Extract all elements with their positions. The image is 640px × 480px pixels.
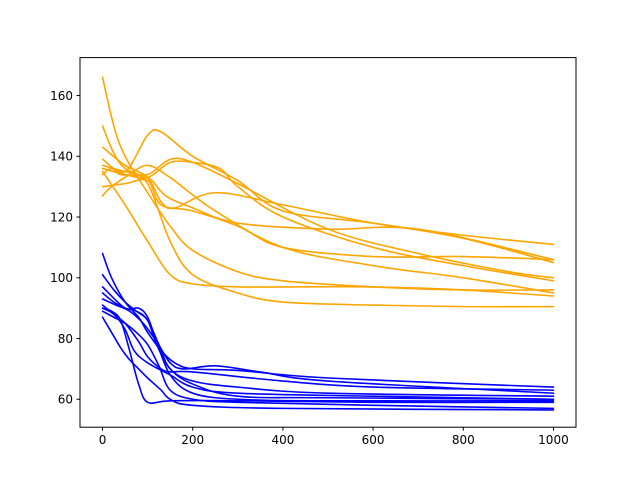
series-line-18 xyxy=(101,307,555,405)
series-line-2 xyxy=(101,125,555,308)
x-tick-label: 0 xyxy=(99,433,107,447)
x-axis: 0 200 400 600 800 1000 xyxy=(99,427,569,447)
y-tick-label: 160 xyxy=(50,89,73,103)
x-tick-label: 400 xyxy=(271,433,294,447)
series-line-5 xyxy=(101,157,555,279)
x-tick-label: 600 xyxy=(362,433,385,447)
series-layer xyxy=(101,76,555,411)
y-tick-label: 60 xyxy=(58,393,73,407)
series-line-15 xyxy=(101,298,555,394)
series-line-17 xyxy=(101,307,555,401)
x-tick-label: 200 xyxy=(181,433,204,447)
series-line-10 xyxy=(101,170,555,297)
y-tick-label: 100 xyxy=(50,271,73,285)
series-line-19 xyxy=(101,310,555,410)
plot-frame xyxy=(79,57,577,428)
series-line-8 xyxy=(101,178,555,261)
y-tick-label: 80 xyxy=(58,332,73,346)
y-axis: 60 80 100 120 140 160 xyxy=(50,89,80,407)
series-line-20 xyxy=(101,316,555,411)
series-line-14 xyxy=(101,292,555,401)
series-line-6 xyxy=(101,160,555,282)
series-line-7 xyxy=(101,167,555,261)
x-tick-label: 800 xyxy=(452,433,475,447)
series-line-12 xyxy=(101,273,555,398)
series-line-9 xyxy=(101,164,555,294)
x-tick-label: 1000 xyxy=(538,433,569,447)
y-tick-label: 140 xyxy=(50,150,73,164)
y-tick-label: 120 xyxy=(50,210,73,224)
series-line-11 xyxy=(101,252,555,388)
